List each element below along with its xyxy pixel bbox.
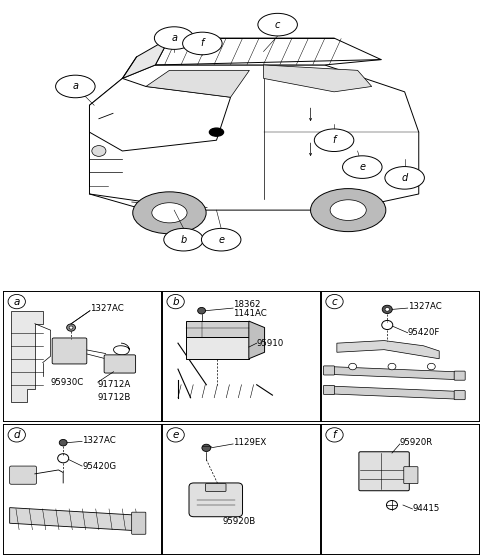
Circle shape [311, 189, 386, 232]
Text: f: f [201, 39, 204, 49]
Text: 1327AC: 1327AC [408, 302, 442, 311]
Circle shape [209, 128, 224, 136]
Circle shape [326, 428, 343, 442]
FancyBboxPatch shape [359, 452, 409, 491]
Text: a: a [13, 297, 20, 306]
Text: 95420G: 95420G [82, 461, 116, 470]
Circle shape [56, 75, 95, 98]
Polygon shape [329, 386, 455, 399]
Circle shape [385, 166, 424, 189]
Text: 91712A: 91712A [98, 380, 131, 389]
Circle shape [198, 307, 205, 314]
FancyBboxPatch shape [454, 371, 465, 380]
FancyBboxPatch shape [10, 466, 36, 484]
Text: 1327AC: 1327AC [82, 436, 116, 445]
Text: 1129EX: 1129EX [233, 438, 266, 447]
Text: b: b [172, 297, 179, 306]
Text: a: a [72, 81, 78, 91]
Polygon shape [264, 65, 372, 92]
Text: e: e [360, 162, 365, 172]
Text: c: c [332, 297, 337, 306]
Circle shape [202, 444, 211, 451]
Circle shape [59, 440, 67, 446]
Text: 91712B: 91712B [98, 393, 131, 402]
Circle shape [382, 320, 393, 329]
Circle shape [8, 295, 25, 309]
Circle shape [67, 324, 75, 331]
Circle shape [314, 129, 354, 152]
Circle shape [348, 363, 357, 370]
Circle shape [152, 203, 187, 223]
Circle shape [202, 228, 241, 251]
Circle shape [386, 501, 397, 510]
Circle shape [326, 295, 343, 309]
FancyBboxPatch shape [324, 366, 335, 375]
FancyBboxPatch shape [189, 483, 242, 517]
Polygon shape [11, 311, 43, 402]
Text: 95930C: 95930C [50, 377, 84, 386]
Circle shape [258, 13, 298, 36]
Text: 18362: 18362 [233, 300, 261, 309]
Circle shape [182, 32, 222, 55]
Circle shape [167, 295, 184, 309]
Polygon shape [337, 340, 439, 359]
Text: 1327AC: 1327AC [90, 304, 124, 312]
Text: 95920R: 95920R [400, 438, 433, 447]
Circle shape [69, 326, 73, 329]
Circle shape [8, 428, 25, 442]
Polygon shape [122, 38, 169, 78]
Text: 95420F: 95420F [408, 328, 440, 337]
Circle shape [58, 454, 69, 463]
Circle shape [427, 363, 435, 370]
Polygon shape [146, 71, 250, 97]
Text: d: d [401, 173, 408, 183]
Polygon shape [249, 321, 264, 359]
Text: 1141AC: 1141AC [233, 309, 267, 318]
Text: c: c [275, 20, 280, 30]
Polygon shape [89, 78, 230, 151]
Polygon shape [156, 38, 381, 65]
FancyBboxPatch shape [132, 512, 146, 534]
Text: d: d [13, 430, 20, 440]
Text: 95910: 95910 [257, 339, 284, 348]
Circle shape [167, 428, 184, 442]
Text: 94415: 94415 [412, 505, 440, 514]
Text: e: e [218, 235, 224, 245]
Text: a: a [171, 33, 177, 43]
Polygon shape [10, 507, 142, 531]
FancyBboxPatch shape [454, 390, 465, 400]
FancyBboxPatch shape [104, 355, 136, 373]
Ellipse shape [92, 146, 106, 156]
FancyBboxPatch shape [205, 484, 226, 491]
Text: e: e [172, 430, 179, 440]
Text: 95920B: 95920B [222, 517, 255, 526]
Circle shape [343, 156, 382, 179]
Circle shape [164, 228, 204, 251]
Circle shape [330, 200, 366, 221]
Text: f: f [332, 135, 336, 145]
Circle shape [155, 27, 194, 49]
Circle shape [382, 305, 392, 314]
Text: f: f [333, 430, 336, 440]
Circle shape [133, 192, 206, 234]
FancyBboxPatch shape [52, 338, 87, 364]
Circle shape [388, 363, 396, 370]
Circle shape [385, 307, 389, 311]
FancyBboxPatch shape [404, 466, 418, 484]
Polygon shape [329, 367, 455, 380]
Polygon shape [186, 321, 249, 337]
Polygon shape [89, 65, 419, 210]
Text: b: b [180, 235, 187, 245]
FancyBboxPatch shape [324, 385, 335, 394]
Polygon shape [186, 337, 249, 359]
